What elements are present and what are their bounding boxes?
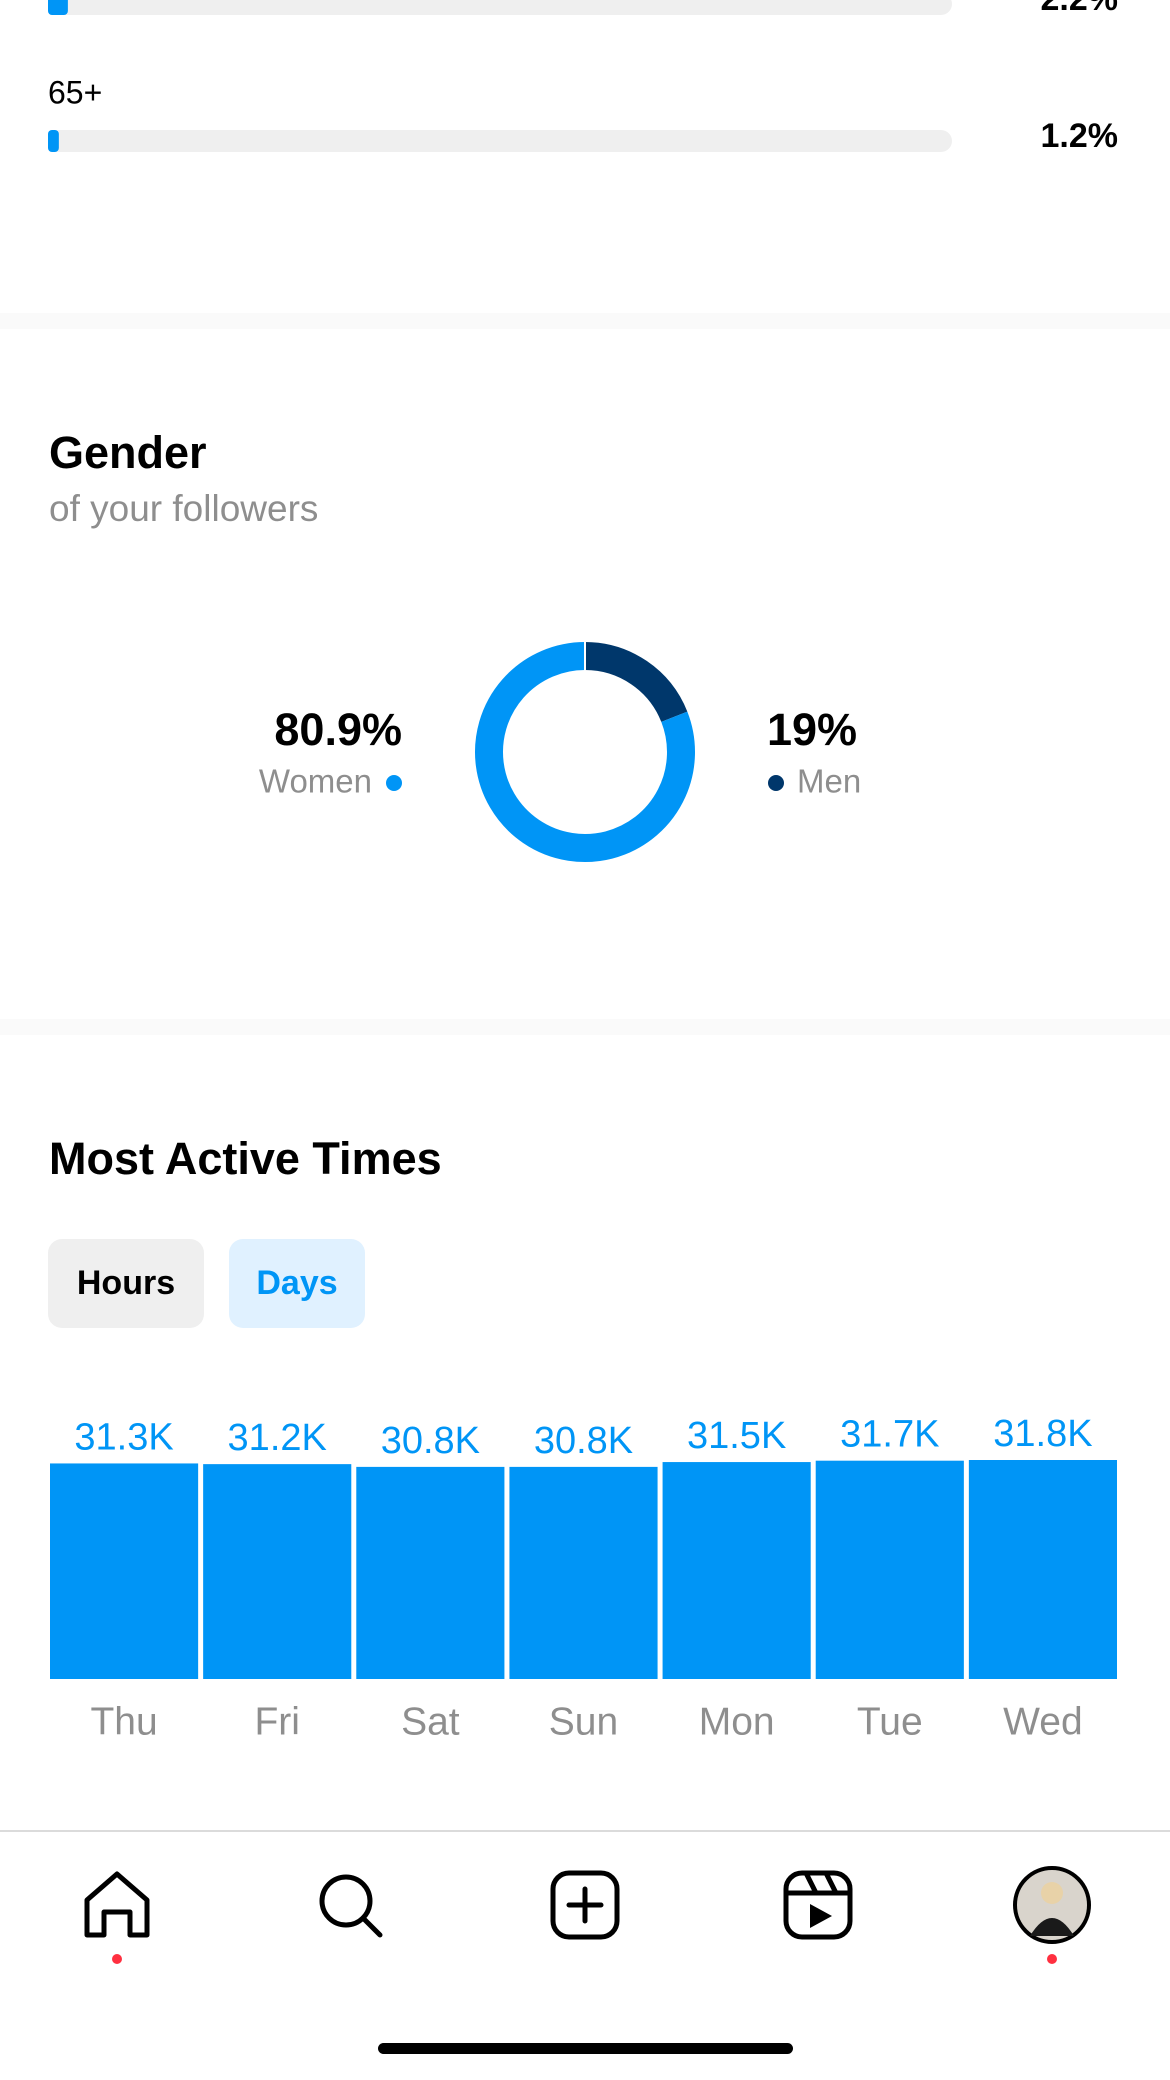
create-icon-plus [566, 1886, 604, 1924]
legend-label: Men [797, 763, 861, 800]
value-label: 31.2K [228, 1417, 327, 1459]
create-icon[interactable] [550, 1870, 620, 1940]
search-icon[interactable] [319, 1874, 373, 1928]
notification-dot [112, 1954, 122, 1964]
bar-track [48, 0, 952, 15]
avatar-head [1041, 1882, 1063, 1904]
bar [203, 1464, 352, 1679]
bar-track [48, 130, 952, 152]
x-tick-label: Sun [549, 1700, 618, 1743]
value-label: 2.2% [1041, 0, 1119, 18]
home-indicator [378, 2043, 793, 2054]
bar [356, 1466, 505, 1679]
value-label: 30.8K [381, 1420, 480, 1462]
value-label: 31.7K [840, 1414, 939, 1456]
tab-button[interactable] [229, 1239, 365, 1328]
bar [509, 1466, 658, 1679]
section-title: Gender [49, 427, 207, 478]
legend-dot [768, 775, 784, 791]
x-tick-label: Wed [1003, 1700, 1083, 1743]
section-divider [0, 1019, 1170, 1035]
home-icon[interactable] [84, 1871, 150, 1938]
percent-label: 80.9% [274, 704, 402, 755]
legend-dot [386, 775, 402, 791]
profile-avatar[interactable] [1013, 1866, 1091, 1944]
reels-play [810, 1904, 832, 1928]
value-label: 31.3K [74, 1416, 173, 1458]
bar [968, 1460, 1117, 1679]
value-label: 30.8K [534, 1420, 633, 1462]
x-tick-label: Fri [254, 1700, 299, 1743]
value-label: 31.5K [687, 1415, 786, 1457]
value-label: 31.8K [993, 1413, 1092, 1455]
percent-label: 19% [767, 704, 857, 755]
bar [50, 1463, 199, 1679]
bar [662, 1462, 811, 1679]
bar [815, 1460, 964, 1679]
tab-label[interactable]: Hours [77, 1264, 175, 1302]
donut-segment [475, 642, 695, 862]
age-label: 65+ [48, 74, 102, 110]
x-tick-label: Tue [857, 1700, 923, 1743]
section-subtitle: of your followers [49, 488, 318, 529]
notification-dot [1047, 1954, 1057, 1964]
section-title: Most Active Times [49, 1133, 442, 1184]
x-tick-label: Sat [401, 1700, 460, 1743]
value-label: 1.2% [1041, 117, 1119, 155]
bar [48, 0, 68, 15]
tab-button[interactable] [48, 1239, 204, 1328]
bar [48, 130, 59, 152]
avatar-body [1030, 1918, 1074, 1936]
x-tick-label: Mon [699, 1700, 775, 1743]
search-icon-handle [360, 1915, 383, 1938]
reels-icon[interactable] [783, 1870, 853, 1940]
reels-icon-lines [783, 1870, 853, 1896]
donut-segment [584, 642, 688, 723]
x-tick-label: Thu [90, 1700, 157, 1743]
tab-label[interactable]: Days [256, 1264, 337, 1302]
section-divider [0, 313, 1170, 329]
legend-label: Women [259, 763, 372, 800]
